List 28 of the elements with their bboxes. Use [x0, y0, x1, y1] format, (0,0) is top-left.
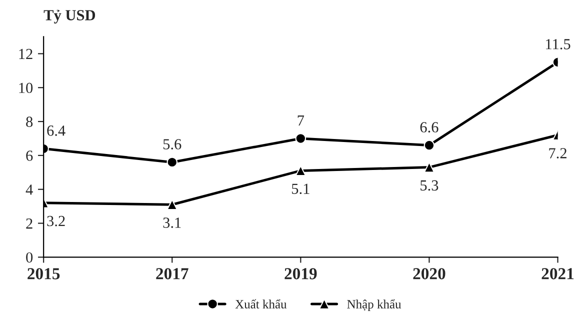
- point: [424, 140, 435, 151]
- y-tick-label: 2: [26, 218, 32, 229]
- y-tick-label: 10: [19, 82, 33, 94]
- data-label: 6.4: [47, 126, 66, 136]
- y-tick-label: 8: [26, 116, 33, 127]
- data-label: 7: [298, 115, 304, 126]
- y-tick-label: 6: [26, 150, 33, 161]
- data-label: 5.6: [163, 139, 182, 150]
- legend-label: Nhập khẩu: [347, 299, 402, 312]
- y-tick-label: 0: [26, 252, 33, 263]
- y-axis-title: Tỷ USD: [44, 10, 96, 24]
- data-label: 11.5: [546, 39, 570, 50]
- x-tick-label: 2019: [284, 268, 317, 280]
- data-label: 6.6: [420, 122, 438, 132]
- point: [166, 156, 178, 168]
- data-label: 7.2: [549, 148, 566, 158]
- data-label: 3.2: [47, 216, 65, 226]
- data-label: 3.1: [163, 218, 181, 228]
- x-tick-label: 2015: [28, 268, 60, 280]
- y-tick-label: 4: [26, 184, 33, 195]
- data-label: 5.1: [292, 184, 310, 194]
- x-tick-label: 2017: [156, 268, 188, 280]
- x-tick-label: 2021: [542, 268, 574, 280]
- x-tick-label: 2020: [413, 268, 446, 280]
- point: [295, 133, 306, 144]
- legend-label: Xuất khẩu: [235, 299, 287, 308]
- data-label: 5.3: [420, 180, 438, 191]
- y-tick-label: 12: [19, 48, 32, 59]
